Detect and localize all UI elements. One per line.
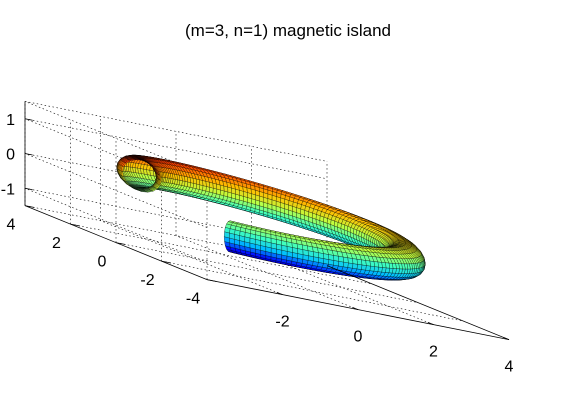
surface-patch	[287, 246, 292, 252]
y-tick-label: -4	[186, 291, 200, 308]
surface-patch	[392, 268, 396, 273]
surface-patch	[318, 253, 323, 259]
surface-patch	[251, 194, 255, 200]
surface-patch	[348, 263, 353, 268]
surface-patch	[366, 266, 371, 271]
y-tick-mark	[207, 280, 216, 282]
y-tick-label: 4	[7, 217, 16, 234]
y-tick-label: 2	[52, 235, 61, 252]
surface-patch	[357, 259, 362, 265]
surface-patch	[256, 195, 260, 201]
y-tick-label: 0	[98, 254, 107, 271]
surface-patch	[243, 191, 247, 197]
surface-patch	[261, 241, 266, 247]
surface-patch	[338, 256, 343, 262]
surface-patch	[239, 236, 244, 242]
surface-patch	[224, 232, 229, 238]
surface-patch	[276, 244, 281, 250]
surface-patch	[250, 238, 255, 244]
surface-patch	[343, 257, 348, 263]
surface-patch	[282, 245, 287, 251]
surface-patch	[229, 233, 234, 239]
chart-title: (m=3, n=1) magnetic island	[185, 21, 391, 40]
surface-patch	[216, 184, 220, 190]
surface-patch	[264, 197, 268, 203]
x-tick-label: 2	[429, 344, 438, 361]
surface-patch	[352, 259, 357, 265]
surface-patch	[324, 254, 329, 260]
surface-patch	[220, 185, 224, 191]
surface-patch	[239, 190, 243, 196]
surface-patch	[313, 252, 318, 258]
axes-box-front	[25, 101, 509, 339]
surface-patch	[255, 239, 260, 245]
surface-patch	[329, 255, 334, 261]
surface-patch	[303, 250, 308, 256]
surface-patch	[235, 189, 239, 195]
surface-patch	[352, 264, 357, 269]
surface-patch	[392, 263, 396, 268]
surface-patch	[272, 200, 276, 206]
z-tick-label: 1	[6, 112, 15, 129]
x-tick-label: 0	[354, 329, 363, 346]
surface-patch	[271, 243, 276, 249]
surface-patch	[266, 242, 271, 248]
surface-patch	[298, 249, 303, 255]
z-tick-label: 0	[6, 147, 15, 164]
surface-patch	[245, 237, 250, 243]
z-tick-label: -1	[1, 181, 15, 198]
surface-patch	[280, 202, 284, 208]
y-tick-label: -2	[140, 272, 154, 289]
x-tick-label: -2	[275, 314, 289, 331]
surface-patch	[361, 265, 366, 270]
surface-patch	[276, 201, 280, 207]
surface-patch	[357, 264, 362, 269]
surface-patch	[228, 187, 232, 193]
surface-patch	[308, 251, 313, 257]
surface-patch	[224, 186, 228, 192]
surface-patch	[333, 255, 338, 261]
surface-patch	[234, 234, 239, 240]
surface-patch	[348, 258, 353, 264]
x-tick-label: 4	[505, 359, 514, 376]
surface-patch	[247, 193, 251, 199]
axes-box-back	[25, 101, 464, 324]
surface-patch	[292, 248, 297, 254]
surface-patch	[268, 199, 272, 205]
surface-patch	[232, 188, 236, 194]
surface-patch	[260, 196, 264, 202]
